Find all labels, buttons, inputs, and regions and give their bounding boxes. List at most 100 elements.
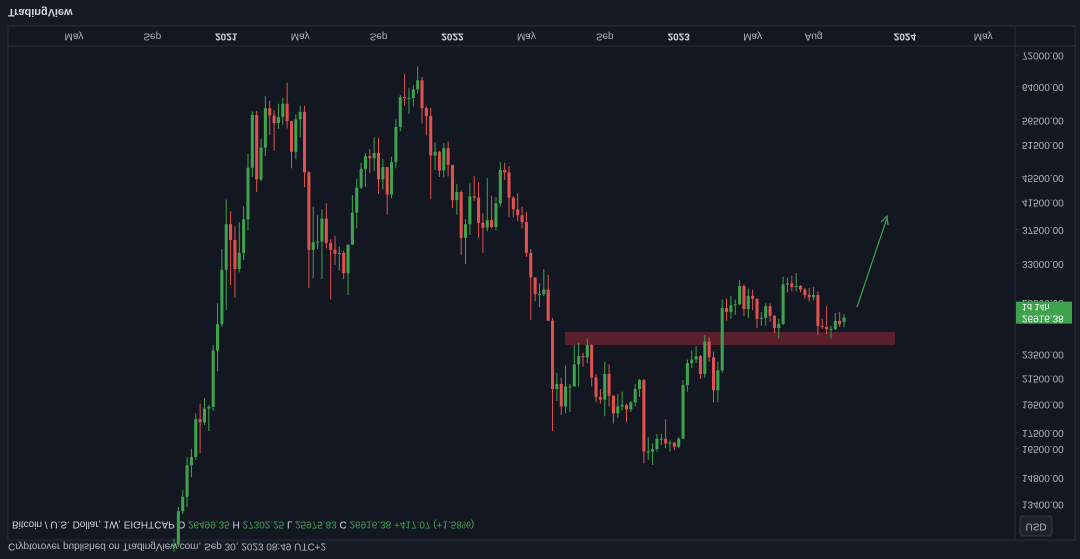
candle-body <box>411 89 415 98</box>
candle-body <box>381 167 385 180</box>
candle-body <box>433 151 437 156</box>
legend-text: Bitcoin / U.S. Dollar, 1W, EIGHTCAP O 26… <box>12 519 474 530</box>
candle-body <box>255 115 259 180</box>
currency-button[interactable] <box>1019 515 1053 537</box>
candle-body <box>725 308 729 312</box>
legend-value: 27302.25 <box>243 519 285 530</box>
candle-body <box>463 224 468 238</box>
candle-body <box>825 326 829 329</box>
candle-body <box>276 116 280 124</box>
candle-body <box>742 286 746 310</box>
x-tick-label: May <box>974 31 993 42</box>
candle-body <box>485 220 489 228</box>
x-tick-label: May <box>517 31 536 42</box>
candle-body <box>403 97 407 99</box>
candle-body <box>642 380 646 452</box>
candle-body <box>738 286 742 305</box>
candle-body <box>250 115 254 168</box>
candle-body <box>685 363 689 386</box>
candle-body <box>329 243 333 250</box>
candle-body <box>320 218 324 242</box>
y-tick-label: 45500.00 <box>1022 172 1064 183</box>
candle-body <box>498 170 502 204</box>
candle-body <box>189 456 193 466</box>
candle-body <box>524 222 528 253</box>
x-tick-label: May <box>743 31 762 42</box>
candle-body <box>376 152 381 180</box>
y-tick-label: 19500.00 <box>1022 398 1064 409</box>
x-tick-label: May <box>65 31 84 42</box>
candle-body <box>194 419 198 457</box>
y-tick-label: 37500.00 <box>1022 224 1064 235</box>
currency[interactable]: USD <box>1025 521 1046 532</box>
candle-body <box>472 196 476 198</box>
candle-body <box>668 442 672 444</box>
candle-body <box>407 97 411 99</box>
candle-body <box>564 386 568 407</box>
candle-body <box>681 385 685 439</box>
candle-body <box>829 328 833 330</box>
candle-body <box>385 167 389 195</box>
candle-body <box>603 373 607 400</box>
candle-body <box>511 197 515 210</box>
candle-body <box>698 356 702 374</box>
candle-body <box>790 283 794 287</box>
candle-body <box>516 209 520 216</box>
candle-body <box>759 317 763 319</box>
candle-body <box>620 405 624 407</box>
candle-body <box>289 121 294 152</box>
candle-body <box>812 295 816 298</box>
candle-body <box>172 544 176 548</box>
candle-body <box>311 242 315 250</box>
legend-key: C <box>340 519 347 530</box>
candle-body <box>768 306 772 316</box>
candle-body <box>207 406 211 409</box>
candle-body <box>342 252 346 274</box>
candle-body <box>590 344 594 378</box>
countdown: 1d 14h <box>1022 302 1050 312</box>
candle-body <box>229 224 233 241</box>
candle-body <box>350 212 354 245</box>
legend-value: 26499.35 <box>188 519 230 530</box>
candle-body <box>842 317 846 322</box>
legend-title: Bitcoin / U.S. Dollar, 1W, EIGHTCAP <box>12 519 175 530</box>
candle-body <box>211 350 215 407</box>
candle-body <box>598 396 602 400</box>
candle-body <box>816 295 820 326</box>
x-tick-label: 2021 <box>215 31 238 42</box>
arrow <box>856 217 888 308</box>
candle-body <box>633 389 637 403</box>
candle-body <box>733 304 737 306</box>
candle-body <box>233 240 237 269</box>
x-tick-label: 2023 <box>668 31 691 42</box>
candle-body <box>755 298 759 319</box>
y-tick-label: 51500.00 <box>1022 139 1064 150</box>
candle-body <box>507 172 511 198</box>
candle-body <box>390 162 394 195</box>
candle-body <box>794 286 798 288</box>
y-tick-label: 17500.00 <box>1022 427 1064 438</box>
candle-body <box>546 289 550 321</box>
candle-body <box>424 108 428 116</box>
candle-body <box>503 170 507 173</box>
legend-value: 25975.83 <box>295 519 337 530</box>
y-tick-label: 14800.00 <box>1022 472 1064 483</box>
candle-body <box>711 357 716 391</box>
candle-body <box>703 341 707 374</box>
candle-body <box>559 383 563 407</box>
y-tick-label: 23500.00 <box>1022 349 1064 360</box>
candle-body <box>442 148 446 171</box>
candle-body <box>607 373 611 396</box>
arrow-head <box>880 214 889 226</box>
candle-body <box>316 241 320 243</box>
x-tick-label: Sep <box>143 31 161 42</box>
candle-body <box>537 294 541 296</box>
y-tick-label: 41500.00 <box>1022 197 1064 208</box>
candle-body <box>785 283 789 285</box>
candle-body <box>781 284 785 324</box>
candle-body <box>651 449 655 452</box>
candle-body <box>777 323 781 328</box>
last-price-label: 26916.38 <box>1022 312 1064 323</box>
candle-body <box>198 419 202 423</box>
candle-body <box>220 269 224 325</box>
